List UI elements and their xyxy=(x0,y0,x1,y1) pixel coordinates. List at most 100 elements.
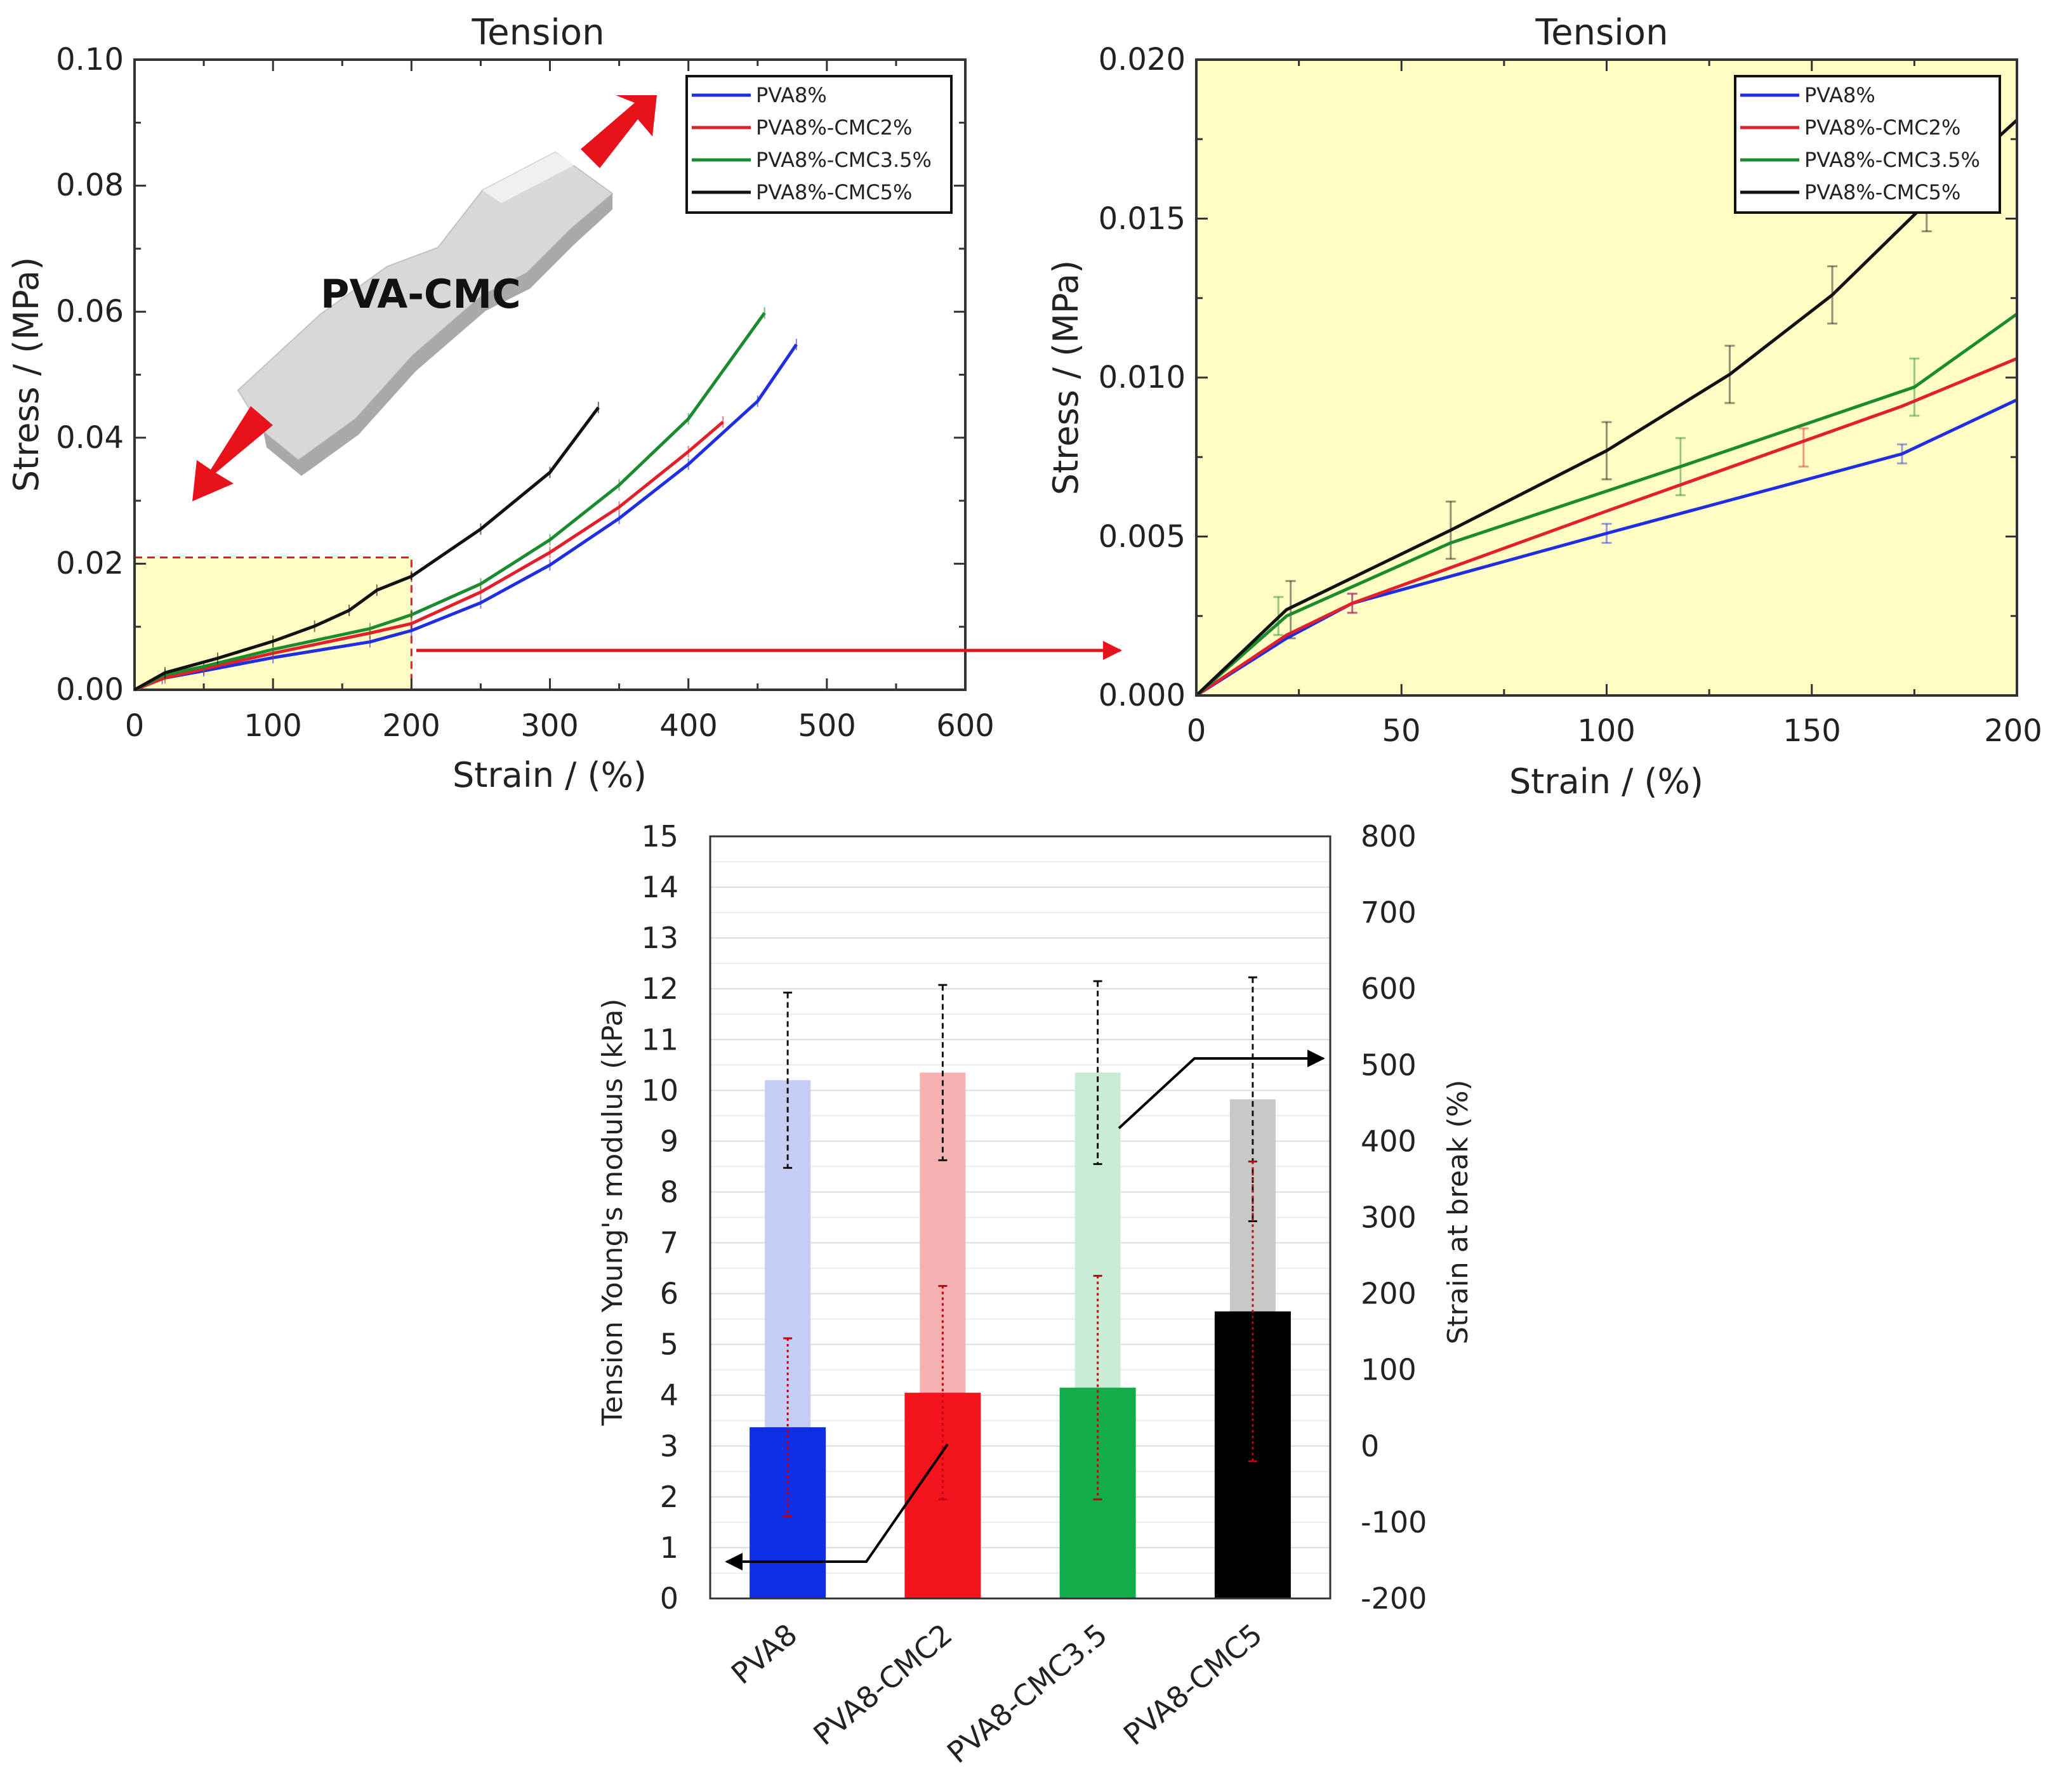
right-tick-label: 0 xyxy=(1361,1429,1379,1463)
chart-b-ytick-labels: 0.000 0.005 0.010 0.015 0.020 xyxy=(1099,42,1186,713)
right-tick-label: 400 xyxy=(1361,1124,1417,1158)
right-tick-label: 800 xyxy=(1361,819,1417,853)
xtick-label: 400 xyxy=(659,708,718,744)
chart-b-plot-frame xyxy=(1195,58,2018,697)
right-tick-label: 600 xyxy=(1361,972,1417,1006)
chart-a-legend: PVA8% PVA8%-CMC2% PVA8%-CMC3.5% PVA8%-CM… xyxy=(685,75,953,214)
chart-b-xtick-labels: 0 50 100 150 200 xyxy=(1187,713,2042,749)
left-tick-label: 0 xyxy=(660,1581,678,1616)
ytick-label: 0.04 xyxy=(56,420,124,456)
tension-full-chart: Tension 0.00 0.02 0.04 0.06 0.08 0.10 0 … xyxy=(6,12,995,795)
right-tick-label: 700 xyxy=(1361,895,1417,930)
right-tick-label: 200 xyxy=(1361,1277,1417,1311)
chart-b-legend: PVA8% PVA8%-CMC2% PVA8%-CMC3.5% PVA8%-CM… xyxy=(1734,75,2001,214)
left-axis-pointer-arrow xyxy=(725,1443,949,1571)
left-tick-label: 13 xyxy=(641,921,678,955)
category-label: PVA8-CMC2 xyxy=(807,1617,958,1752)
left-tick-label: 1 xyxy=(660,1531,678,1565)
xtick-label: 200 xyxy=(382,708,440,744)
xtick-label: 300 xyxy=(520,708,579,744)
left-tick-label: 11 xyxy=(641,1022,678,1057)
left-tick-label: 10 xyxy=(641,1073,678,1107)
left-tick-label: 9 xyxy=(660,1124,678,1158)
ytick-label: 0.010 xyxy=(1099,360,1186,395)
chart-a-y-axis-label: Stress / (MPa) xyxy=(6,257,46,492)
chart-b-x-axis-label: Strain / (%) xyxy=(1509,761,1703,801)
chart-a-title: Tension xyxy=(471,12,604,53)
right-axis-pointer-arrow xyxy=(1118,1050,1325,1130)
chart-b-lines xyxy=(1195,119,2018,697)
tension-arrow-upper xyxy=(581,95,657,168)
chart-a-lines xyxy=(133,307,798,692)
right-tick-label: -200 xyxy=(1361,1581,1427,1616)
left-tick-label: 3 xyxy=(660,1429,678,1463)
ytick-label: 0.06 xyxy=(56,294,124,329)
ytick-label: 0.005 xyxy=(1099,519,1186,555)
xtick-label: 100 xyxy=(1577,713,1636,749)
ytick-label: 0.10 xyxy=(56,42,124,77)
left-tick-label: 2 xyxy=(660,1480,678,1514)
tension-arrow-lower xyxy=(192,406,273,501)
xtick-label: 200 xyxy=(1984,713,2042,749)
right-tick-label: -100 xyxy=(1361,1505,1427,1539)
chart-a-x-axis-label: Strain / (%) xyxy=(453,755,647,795)
legend-label: PVA8% xyxy=(1804,83,1875,107)
ytick-label: 0.015 xyxy=(1099,201,1186,237)
left-tick-label: 14 xyxy=(641,870,678,904)
chart-c-right-axis-label: Strain at break (%) xyxy=(1442,1079,1474,1344)
legend-label: PVA8%-CMC5% xyxy=(1804,180,1960,204)
legend-label: PVA8%-CMC3.5% xyxy=(1804,148,1980,172)
youngs-modulus-bar xyxy=(750,1427,826,1598)
left-tick-label: 8 xyxy=(660,1175,678,1209)
legend-box xyxy=(685,75,953,214)
chart-b-title: Tension xyxy=(1535,12,1668,53)
chart-a-ticks xyxy=(133,58,967,691)
series-line xyxy=(1195,398,2018,697)
youngs-modulus-bar xyxy=(904,1392,981,1598)
legend-box xyxy=(1734,75,2001,214)
left-tick-label: 7 xyxy=(660,1226,678,1260)
ytick-label: 0.020 xyxy=(1099,42,1186,77)
left-tick-label: 5 xyxy=(660,1328,678,1362)
xtick-label: 0 xyxy=(1187,713,1206,749)
left-tick-label: 4 xyxy=(660,1378,678,1413)
series-line xyxy=(1195,119,2018,697)
xtick-label: 0 xyxy=(125,708,145,744)
legend-label: PVA8%-CMC5% xyxy=(756,180,912,204)
series-line xyxy=(1195,357,2018,697)
right-tick-label: 300 xyxy=(1361,1201,1417,1235)
xtick-label: 50 xyxy=(1382,713,1420,749)
chart-a-xtick-labels: 0 100 200 300 400 500 600 xyxy=(125,708,995,744)
category-label: PVA8 xyxy=(725,1617,803,1691)
left-tick-label: 12 xyxy=(641,972,678,1006)
chart-c-plot-frame xyxy=(709,835,1332,1600)
ytick-label: 0.08 xyxy=(56,168,124,203)
xtick-label: 150 xyxy=(1783,713,1841,749)
category-label: PVA8-CMC3.5 xyxy=(941,1617,1114,1770)
chart-c-left-axis-label: Tension Young's modulus (kPa) xyxy=(597,999,629,1426)
left-tick-label: 6 xyxy=(660,1277,678,1311)
tension-zoom-chart: Tension 0.000 0.005 0.010 0.015 0.020 0 … xyxy=(1046,12,2042,801)
chart-b-y-axis-label: Stress / (MPa) xyxy=(1046,260,1086,495)
ytick-label: 0.02 xyxy=(56,546,124,581)
xtick-label: 500 xyxy=(798,708,856,744)
chart-a-ytick-labels: 0.00 0.02 0.04 0.06 0.08 0.10 xyxy=(56,42,124,708)
left-tick-label: 15 xyxy=(641,819,678,853)
series-line xyxy=(1195,312,2018,697)
legend-label: PVA8%-CMC3.5% xyxy=(756,148,932,172)
specimen-illustration xyxy=(237,151,614,476)
xtick-label: 600 xyxy=(936,708,995,744)
ytick-label: 0.00 xyxy=(56,672,124,708)
specimen-label: PVA-CMC xyxy=(321,271,521,317)
legend-label: PVA8% xyxy=(756,83,827,107)
xtick-label: 100 xyxy=(244,708,302,744)
category-label: PVA8-CMC5 xyxy=(1117,1617,1269,1752)
right-tick-label: 500 xyxy=(1361,1048,1417,1082)
chart-c-right-tick-labels: -200 -100 0 100 200 300 400 500 600 700 800 xyxy=(1361,819,1427,1616)
right-tick-label: 100 xyxy=(1361,1353,1417,1387)
legend-label: PVA8%-CMC2% xyxy=(1804,115,1960,140)
